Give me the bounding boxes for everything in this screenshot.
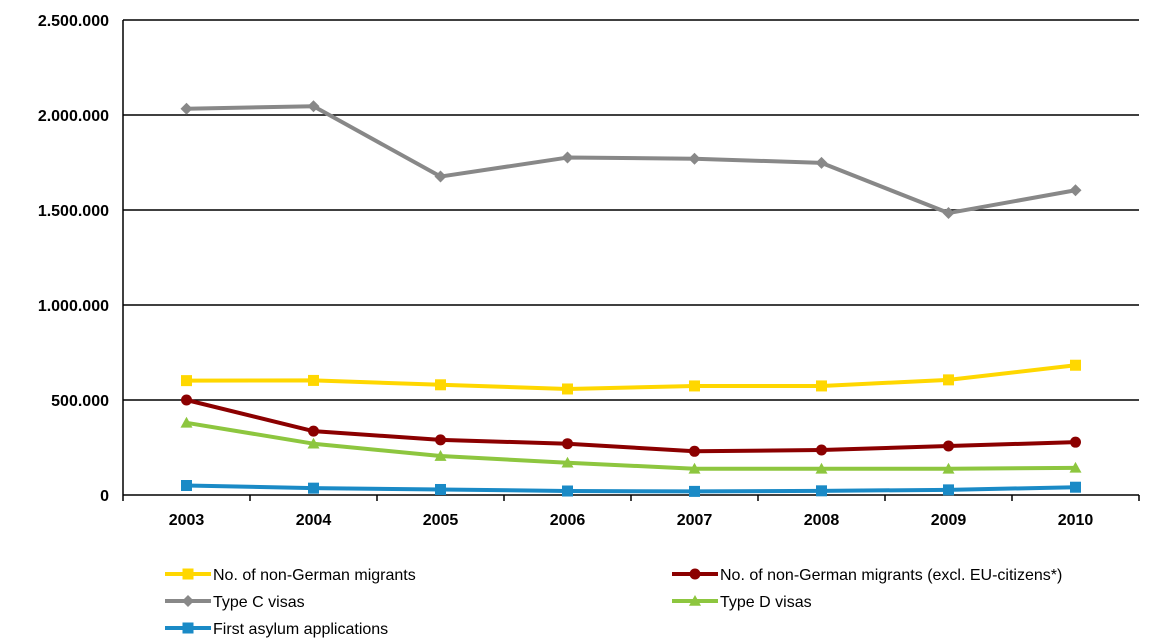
legend-item: Type D visas	[672, 594, 812, 611]
legend-marker	[689, 595, 701, 606]
y-axis-tick-labels: 0 500.000 1.000.000 1.500.000 2.000.000 2.500…	[38, 13, 109, 505]
y-tick-label: 1.000.000	[38, 298, 109, 315]
data-point	[307, 437, 320, 449]
data-point	[435, 483, 446, 495]
x-tick-label: 2010	[1058, 512, 1094, 529]
legend-marker	[182, 622, 194, 634]
series-line	[186, 104, 1076, 216]
data-point	[180, 416, 193, 428]
legend-label: No. of non-German migrants	[213, 567, 416, 584]
data-point	[1070, 436, 1081, 448]
data-point	[943, 374, 954, 386]
data-point	[943, 484, 954, 496]
data-point	[561, 456, 574, 468]
legend-marker	[689, 568, 701, 580]
data-point	[942, 207, 955, 220]
x-tick-label: 2007	[677, 512, 713, 529]
series-3	[180, 100, 1082, 220]
series-4	[180, 416, 1082, 474]
legend-marker	[182, 568, 194, 580]
series-lines	[180, 100, 1082, 497]
data-point	[943, 440, 954, 452]
data-point	[1069, 461, 1082, 473]
data-point	[434, 170, 447, 183]
data-point	[308, 482, 319, 494]
y-tick-label: 2.500.000	[38, 13, 109, 30]
data-point	[689, 380, 700, 392]
data-point	[816, 485, 827, 497]
axes	[122, 20, 1140, 501]
data-point	[180, 102, 193, 115]
data-point	[181, 480, 192, 491]
legend-label: First asylum applications	[213, 621, 388, 638]
data-point	[1070, 359, 1081, 371]
series-line	[186, 420, 1076, 471]
data-point	[561, 151, 574, 164]
data-point	[562, 383, 573, 395]
series-5	[181, 480, 1081, 497]
data-point	[562, 485, 573, 497]
data-point	[688, 462, 701, 474]
legend-item: First asylum applications	[165, 621, 388, 638]
legend-marker	[182, 595, 194, 607]
legend-label: Type C visas	[213, 594, 305, 611]
x-tick-label: 2006	[550, 512, 586, 529]
x-tick-label: 2004	[296, 512, 332, 529]
data-point	[689, 485, 700, 497]
data-point	[1070, 481, 1081, 493]
y-tick-label: 0	[100, 488, 109, 505]
data-point	[815, 156, 828, 169]
series-1	[181, 359, 1081, 395]
gridlines	[123, 19, 1139, 401]
data-point	[942, 462, 955, 474]
data-point	[816, 380, 827, 392]
data-point	[435, 434, 446, 446]
series-line	[186, 398, 1076, 454]
data-point	[434, 450, 447, 461]
series-line	[186, 483, 1076, 494]
legend-label: Type D visas	[720, 594, 812, 611]
x-tick-label: 2008	[804, 512, 840, 529]
data-point	[689, 445, 700, 457]
data-point	[308, 374, 319, 386]
data-point	[308, 425, 319, 437]
x-axis-tick-labels: 2003 2004 2005 2006 2007 2008 2009 2010	[169, 512, 1094, 529]
legend-label: No. of non-German migrants (excl. EU-cit…	[720, 567, 1062, 584]
series-2	[181, 394, 1081, 457]
data-point	[181, 375, 192, 387]
data-point	[562, 438, 573, 450]
data-point	[1069, 184, 1082, 197]
data-point	[816, 444, 827, 456]
data-point	[815, 462, 828, 474]
data-point	[435, 379, 446, 391]
x-tick-label: 2003	[169, 512, 205, 529]
x-tick-label: 2005	[423, 512, 459, 529]
legend-item: No. of non-German migrants	[165, 567, 416, 584]
data-point	[181, 394, 192, 406]
data-point	[688, 152, 701, 165]
data-point	[307, 100, 320, 113]
y-tick-label: 500.000	[51, 393, 109, 410]
legend: No. of non-German migrants No. of non-Ger…	[165, 567, 1062, 638]
x-tick-label: 2009	[931, 512, 967, 529]
y-tick-label: 2.000.000	[38, 108, 109, 125]
series-line	[186, 363, 1076, 391]
legend-item: No. of non-German migrants (excl. EU-cit…	[672, 567, 1062, 584]
legend-item: Type C visas	[165, 594, 305, 611]
y-tick-label: 1.500.000	[38, 203, 109, 220]
